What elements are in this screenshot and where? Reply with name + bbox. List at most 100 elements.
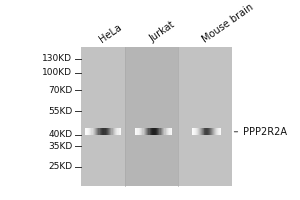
Bar [88,128,89,135]
Bar [108,128,109,135]
Bar [146,128,147,135]
Bar [195,128,196,135]
Bar [100,128,101,135]
Text: 55KD: 55KD [48,107,72,116]
Bar [209,128,210,135]
Bar [210,128,211,135]
Bar [202,128,203,135]
Bar [162,128,163,135]
Bar [112,128,114,135]
Bar [89,128,90,135]
Bar [145,128,146,135]
Bar [153,128,154,135]
Bar [154,128,156,135]
Bar [193,128,194,135]
Text: Mouse brain: Mouse brain [201,2,256,44]
Bar [118,128,120,135]
Bar [93,128,94,135]
Bar [107,128,108,135]
Bar [137,128,139,135]
Bar [104,128,106,135]
Bar [102,128,103,135]
Bar [161,128,162,135]
Bar [163,128,164,135]
FancyBboxPatch shape [81,47,232,186]
Bar [109,128,110,135]
Bar [157,128,158,135]
Bar [90,128,92,135]
Bar [81,47,125,186]
Bar [168,128,169,135]
Bar [150,128,151,135]
Bar [143,128,145,135]
Bar [212,128,213,135]
Bar [208,128,209,135]
Bar [117,128,119,135]
Bar [178,47,232,186]
Bar [207,128,208,135]
Text: Jurkat: Jurkat [148,20,177,44]
Bar [202,128,203,135]
Bar [95,128,96,135]
Bar [142,128,143,135]
Bar [136,128,137,135]
Bar [216,128,217,135]
Bar [218,128,219,135]
Bar [114,128,115,135]
Bar [167,128,168,135]
Bar [139,128,140,135]
Bar [87,128,88,135]
Bar [96,128,97,135]
Bar [201,128,202,135]
Bar [125,47,178,186]
Bar [213,128,214,135]
Bar [140,128,141,135]
Bar [215,128,216,135]
Bar [199,128,200,135]
Bar [151,128,152,135]
Bar [200,128,201,135]
Bar [156,128,157,135]
Bar [116,128,117,135]
Bar [220,128,221,135]
Bar [214,128,215,135]
Text: 35KD: 35KD [48,142,72,151]
Bar [203,128,205,135]
Bar [101,128,102,135]
Bar [206,128,207,135]
Bar [141,128,142,135]
Bar [196,128,198,135]
Text: HeLa: HeLa [98,22,124,44]
Bar [97,128,98,135]
Bar [217,128,218,135]
Bar [160,128,161,135]
Bar [164,128,166,135]
Bar [219,128,220,135]
Text: 130KD: 130KD [42,54,72,63]
Text: 25KD: 25KD [48,162,72,171]
Text: 40KD: 40KD [48,130,72,139]
Bar [103,128,104,135]
Bar [147,128,148,135]
Bar [205,128,206,135]
Bar [152,128,153,135]
Bar [135,128,136,135]
Bar [92,128,93,135]
Bar [115,128,116,135]
Bar [148,128,150,135]
Bar [192,128,193,135]
Bar [85,128,87,135]
Bar [94,128,95,135]
Bar [110,128,112,135]
Bar [169,128,171,135]
Bar [98,128,100,135]
Text: 100KD: 100KD [42,68,72,77]
Bar [171,128,172,135]
Text: PPP2R2A: PPP2R2A [243,127,287,137]
Bar [106,128,107,135]
Bar [166,128,167,135]
Bar [158,128,160,135]
Bar [194,128,195,135]
Bar [120,128,121,135]
Bar [198,128,199,135]
